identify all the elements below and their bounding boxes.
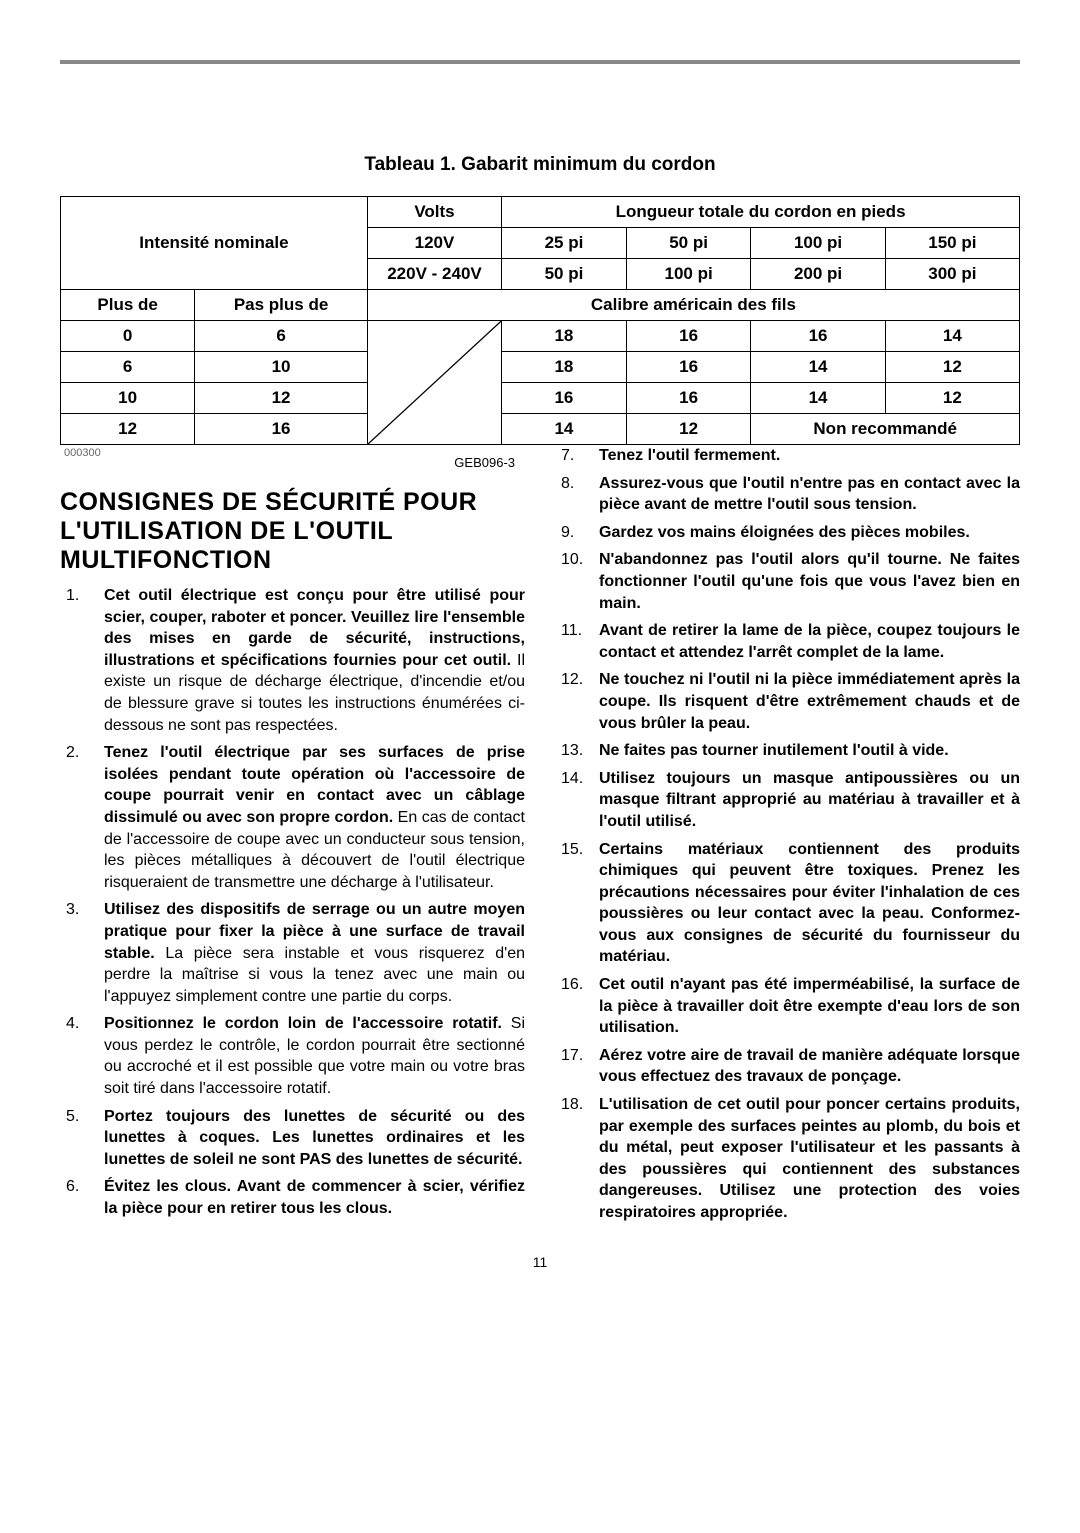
code-label: GEB096-3 bbox=[60, 455, 525, 470]
right-column: Tenez l'outil fermement. Assurez-vous que… bbox=[555, 445, 1020, 1230]
td-gauge: 16 bbox=[626, 321, 751, 352]
table-title: Tableau 1. Gabarit minimum du cordon bbox=[60, 154, 1020, 176]
td-not-recommended: Non recommandé bbox=[751, 414, 1020, 445]
instruction-item: Tenez l'outil fermement. bbox=[555, 445, 1020, 467]
instruction-bold: Cet outil électrique est conçu pour être… bbox=[104, 587, 525, 669]
instructions-list-right: Tenez l'outil fermement. Assurez-vous que… bbox=[555, 445, 1020, 1224]
td-gauge: 14 bbox=[751, 383, 885, 414]
instruction-bold: L'utilisation de cet outil pour poncer c… bbox=[599, 1096, 1020, 1221]
th-120v-100: 100 pi bbox=[751, 228, 885, 259]
instruction-item: Assurez-vous que l'outil n'entre pas en … bbox=[555, 473, 1020, 516]
td-gauge: 12 bbox=[626, 414, 751, 445]
th-volts: Volts bbox=[367, 197, 501, 228]
left-column: GEB096-3 CONSIGNES DE SÉCURITÉ POUR L'UT… bbox=[60, 445, 525, 1230]
td-hi: 6 bbox=[195, 321, 368, 352]
th-220v-100: 100 pi bbox=[626, 259, 751, 290]
td-gauge: 16 bbox=[626, 352, 751, 383]
td-gauge: 12 bbox=[885, 383, 1019, 414]
instruction-item: L'utilisation de cet outil pour poncer c… bbox=[555, 1094, 1020, 1224]
instruction-bold: Utilisez des dispositifs de serrage ou u… bbox=[104, 901, 525, 961]
instruction-bold: Tenez l'outil fermement. bbox=[599, 447, 780, 464]
table-row: Plus de Pas plus de Calibre américain de… bbox=[61, 290, 1020, 321]
top-rule bbox=[60, 60, 1020, 64]
instruction-bold: Assurez-vous que l'outil n'entre pas en … bbox=[599, 475, 1020, 514]
th-220v-300: 300 pi bbox=[885, 259, 1019, 290]
instruction-bold: Tenez l'outil électrique par ses surface… bbox=[104, 744, 525, 826]
table-row: Intensité nominale Volts Longueur totale… bbox=[61, 197, 1020, 228]
instruction-bold: Positionnez le cordon loin de l'accessoi… bbox=[104, 1015, 502, 1032]
diagonal-icon bbox=[368, 321, 501, 444]
instruction-item: Aérez votre aire de travail de manière a… bbox=[555, 1045, 1020, 1088]
th-120v-150: 150 pi bbox=[885, 228, 1019, 259]
th-gauge-header: Calibre américain des fils bbox=[367, 290, 1019, 321]
instruction-item: Cet outil électrique est conçu pour être… bbox=[60, 585, 525, 736]
section-heading: CONSIGNES DE SÉCURITÉ POUR L'UTILISATION… bbox=[60, 488, 525, 575]
th-not-more-than: Pas plus de bbox=[195, 290, 368, 321]
td-lo: 12 bbox=[61, 414, 195, 445]
instruction-bold: Ne touchez ni l'outil ni la pièce immédi… bbox=[599, 671, 1020, 731]
th-220v: 220V - 240V bbox=[367, 259, 501, 290]
th-more-than: Plus de bbox=[61, 290, 195, 321]
page: Tableau 1. Gabarit minimum du cordon Int… bbox=[0, 0, 1080, 1533]
instruction-bold: N'abandonnez pas l'outil alors qu'il tou… bbox=[599, 551, 1020, 611]
th-120v-50: 50 pi bbox=[626, 228, 751, 259]
instruction-bold: Ne faites pas tourner inutilement l'outi… bbox=[599, 742, 949, 759]
instruction-bold: Gardez vos mains éloignées des pièces mo… bbox=[599, 524, 970, 541]
th-220v-50: 50 pi bbox=[502, 259, 627, 290]
td-hi: 16 bbox=[195, 414, 368, 445]
instruction-item: Ne touchez ni l'outil ni la pièce immédi… bbox=[555, 669, 1020, 734]
td-gauge: 18 bbox=[502, 321, 627, 352]
instruction-bold: Cet outil n'ayant pas été imperméabilisé… bbox=[599, 976, 1020, 1036]
td-gauge: 14 bbox=[751, 352, 885, 383]
table-row: 12 16 14 12 Non recommandé bbox=[61, 414, 1020, 445]
td-gauge: 16 bbox=[502, 383, 627, 414]
instruction-item: Ne faites pas tourner inutilement l'outi… bbox=[555, 740, 1020, 762]
table-row: 0 6 18 16 16 14 bbox=[61, 321, 1020, 352]
instruction-item: Évitez les clous. Avant de commencer à s… bbox=[60, 1176, 525, 1219]
table-row: 10 12 16 16 14 12 bbox=[61, 383, 1020, 414]
instruction-bold: Utilisez toujours un masque antipoussièr… bbox=[599, 770, 1020, 830]
td-lo: 10 bbox=[61, 383, 195, 414]
td-gauge: 16 bbox=[751, 321, 885, 352]
td-gauge: 12 bbox=[885, 352, 1019, 383]
instruction-item: Avant de retirer la lame de la pièce, co… bbox=[555, 620, 1020, 663]
td-lo: 6 bbox=[61, 352, 195, 383]
th-length: Longueur totale du cordon en pieds bbox=[502, 197, 1020, 228]
instruction-item: Positionnez le cordon loin de l'accessoi… bbox=[60, 1013, 525, 1099]
td-gauge: 14 bbox=[885, 321, 1019, 352]
td-gauge: 14 bbox=[502, 414, 627, 445]
instruction-item: Gardez vos mains éloignées des pièces mo… bbox=[555, 522, 1020, 544]
instruction-item: Utilisez des dispositifs de serrage ou u… bbox=[60, 899, 525, 1007]
th-120v: 120V bbox=[367, 228, 501, 259]
td-gauge: 18 bbox=[502, 352, 627, 383]
th-220v-200: 200 pi bbox=[751, 259, 885, 290]
th-120v-25: 25 pi bbox=[502, 228, 627, 259]
instruction-item: Portez toujours des lunettes de sécurité… bbox=[60, 1106, 525, 1171]
td-diagonal bbox=[367, 321, 501, 445]
page-number: 11 bbox=[60, 1254, 1020, 1270]
instruction-item: Utilisez toujours un masque antipoussièr… bbox=[555, 768, 1020, 833]
instruction-item: Certains matériaux contiennent des produ… bbox=[555, 839, 1020, 969]
td-hi: 10 bbox=[195, 352, 368, 383]
instruction-bold: Aérez votre aire de travail de manière a… bbox=[599, 1047, 1020, 1086]
instruction-bold: Avant de retirer la lame de la pièce, co… bbox=[599, 622, 1020, 661]
td-hi: 12 bbox=[195, 383, 368, 414]
instruction-item: Tenez l'outil électrique par ses surface… bbox=[60, 742, 525, 893]
instruction-bold: Certains matériaux contiennent des produ… bbox=[599, 841, 1020, 966]
td-lo: 0 bbox=[61, 321, 195, 352]
instruction-item: Cet outil n'ayant pas été imperméabilisé… bbox=[555, 974, 1020, 1039]
th-intensity: Intensité nominale bbox=[61, 197, 368, 290]
cord-gauge-table: Intensité nominale Volts Longueur totale… bbox=[60, 196, 1020, 445]
instruction-item: N'abandonnez pas l'outil alors qu'il tou… bbox=[555, 549, 1020, 614]
two-column-body: GEB096-3 CONSIGNES DE SÉCURITÉ POUR L'UT… bbox=[60, 445, 1020, 1230]
table-row: 6 10 18 16 14 12 bbox=[61, 352, 1020, 383]
instruction-bold: Évitez les clous. Avant de commencer à s… bbox=[104, 1178, 525, 1217]
instructions-list-left: Cet outil électrique est conçu pour être… bbox=[60, 585, 525, 1220]
td-gauge: 16 bbox=[626, 383, 751, 414]
instruction-bold: Portez toujours des lunettes de sécurité… bbox=[104, 1108, 525, 1168]
